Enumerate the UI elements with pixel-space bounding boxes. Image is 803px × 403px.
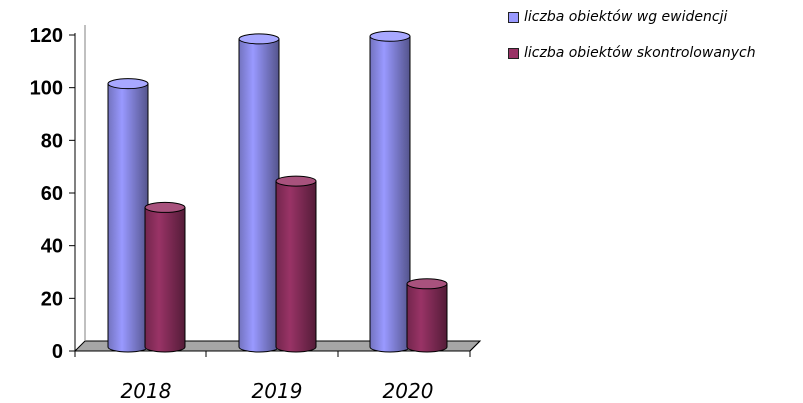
cylinder-body (107, 83, 149, 353)
x-axis-ticks: 2018 2019 2020 (121, 379, 434, 403)
cylinder-body (238, 38, 280, 353)
cylinder-top (369, 30, 411, 42)
y-tick-label: 100 (30, 78, 63, 100)
legend-swatch-icon (508, 11, 519, 23)
cylinder-top (275, 175, 317, 187)
floor-right-edge (469, 340, 481, 352)
chart-bars (107, 30, 448, 353)
x-tick-label: 2018 (121, 379, 172, 403)
cylinder-top (144, 201, 186, 213)
cylinder-bar (144, 201, 186, 353)
cylinder-body (275, 180, 317, 353)
legend-label: liczba obiektów skontrolowanych (524, 45, 756, 61)
legend-item-series-2: liczba obiektów skontrolowanych (508, 44, 756, 62)
cylinder-bar (107, 78, 149, 353)
cylinder-top (406, 278, 448, 290)
cylinder-top (107, 78, 149, 90)
y-tick-label: 20 (41, 288, 63, 310)
chart-legend: liczba obiektów wg ewidencji liczba obie… (508, 8, 756, 80)
y-axis-ticks: 0 20 40 60 80 100 120 (30, 25, 75, 363)
cylinder-body (406, 283, 448, 353)
cylinder-body (369, 35, 411, 353)
legend-label: liczba obiektów wg ewidencji (524, 9, 728, 25)
cylinder-bar (369, 30, 411, 353)
y-tick-label: 0 (52, 341, 63, 363)
y-tick-label: 60 (41, 183, 63, 205)
cylinder-body (144, 206, 186, 353)
legend-swatch-icon (508, 47, 519, 59)
x-tick-label: 2019 (252, 379, 303, 403)
legend-item-series-1: liczba obiektów wg ewidencji (508, 8, 756, 26)
cylinder-bar (406, 278, 448, 353)
cylinder-bar (238, 33, 280, 353)
y-tick-label: 120 (30, 25, 63, 47)
y-tick-label: 80 (41, 130, 63, 152)
cylinder-bar (275, 175, 317, 353)
y-tick-label: 40 (41, 236, 63, 258)
x-tick-label: 2020 (383, 379, 434, 403)
cylinder-top (238, 33, 280, 45)
